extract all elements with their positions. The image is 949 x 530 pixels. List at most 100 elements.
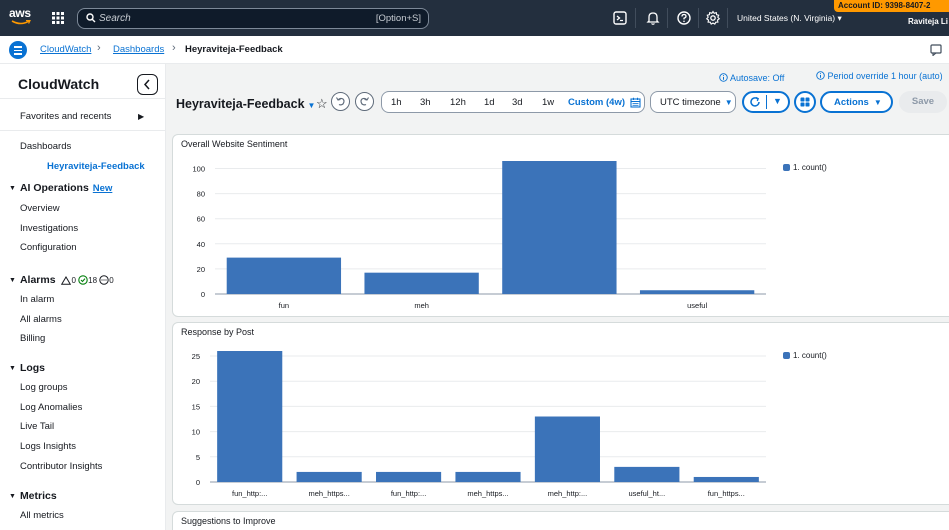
sidebar-section-alarms[interactable]: ▼ Alarms 0 18 0: [9, 274, 114, 286]
y-tick-label: 0: [201, 290, 205, 299]
dashboard-title-dropdown[interactable]: Heyraviteja-Feedback ▼: [176, 97, 315, 111]
legend-label: 1. count(): [793, 351, 827, 360]
autosave-label: Autosave: Off: [730, 73, 785, 83]
widget-title: Overall Website Sentiment: [181, 139, 288, 149]
aws-smile-icon: [11, 20, 31, 25]
sidebar-item-live-tail[interactable]: Live Tail: [20, 421, 55, 432]
search-icon: [86, 13, 96, 23]
warning-triangle-icon: [61, 276, 72, 285]
widget-suggestions-to-improve[interactable]: Suggestions to Improve: [172, 511, 949, 530]
side-menu-toggle-icon[interactable]: [9, 41, 27, 59]
bar[interactable]: [217, 351, 283, 482]
sidebar-item-all-alarms[interactable]: All alarms: [20, 314, 62, 325]
search-input[interactable]: Search [Option+S]: [77, 8, 429, 29]
period-override-label: Period override 1 hour (auto): [827, 71, 943, 81]
sidebar-item-log-anomalies[interactable]: Log Anomalies: [20, 402, 83, 413]
save-button[interactable]: Save: [899, 91, 947, 113]
collapse-sidebar-button[interactable]: [137, 74, 158, 95]
sidebar-title: CloudWatch: [18, 76, 100, 92]
bar[interactable]: [693, 476, 759, 482]
info-icon: [719, 73, 728, 82]
search-shortcut: [Option+S]: [375, 13, 421, 24]
insufficient-data-icon: [99, 275, 109, 285]
bar[interactable]: [614, 466, 680, 482]
bar[interactable]: [502, 161, 617, 294]
sidebar-item-all-metrics[interactable]: All metrics: [20, 510, 64, 521]
sidebar-item-overview[interactable]: Overview: [20, 203, 60, 214]
timezone-dropdown[interactable]: UTC timezone ▼: [650, 91, 736, 113]
autosave-toggle[interactable]: Autosave: Off: [719, 73, 784, 83]
sidebar-item-billing[interactable]: Billing: [20, 333, 46, 344]
sidebar-item-log-groups[interactable]: Log groups: [20, 382, 68, 393]
sidebar-item-configuration[interactable]: Configuration: [20, 242, 77, 253]
top-navigation-bar: aws Search [Option+S] United States (N. …: [0, 0, 949, 36]
y-tick-label: 40: [197, 240, 205, 249]
breadcrumb-dashboards[interactable]: Dashboards: [113, 44, 165, 55]
cloudshell-icon[interactable]: [612, 10, 628, 26]
time-range-12h[interactable]: 12h: [450, 97, 466, 108]
account-menu[interactable]: Raviteja Li: [908, 17, 949, 26]
x-tick-label: fun_https...: [708, 489, 745, 498]
chart-legend[interactable]: 1. count(): [783, 351, 827, 360]
divider: [766, 95, 767, 109]
x-tick-label: meh_https...: [309, 489, 350, 498]
time-range-1w[interactable]: 1w: [542, 97, 555, 108]
bar[interactable]: [639, 290, 755, 294]
chart-legend[interactable]: 1. count(): [783, 163, 827, 172]
widget-overall-website-sentiment[interactable]: Overall Website Sentiment 0 20 40 60 80 100 fu…: [172, 134, 949, 317]
sidebar-section-logs[interactable]: ▼ Logs: [9, 362, 45, 374]
y-tick-label: 60: [197, 215, 205, 224]
sidebar-item-favorites[interactable]: Favorites and recents: [20, 111, 112, 122]
refresh-options-caret-icon[interactable]: ▼: [773, 96, 782, 106]
actions-dropdown[interactable]: Actions ▼: [820, 91, 893, 113]
notifications-bell-icon[interactable]: [645, 10, 661, 26]
sidebar-item-investigations[interactable]: Investigations: [20, 223, 79, 234]
y-tick-label: 20: [192, 377, 200, 386]
bar[interactable]: [364, 272, 479, 294]
topbar-divider: [727, 8, 728, 28]
refresh-button[interactable]: ▼: [742, 91, 790, 113]
sidebar-section-metrics[interactable]: ▼ Metrics: [9, 490, 57, 502]
undo-button[interactable]: [331, 92, 350, 111]
services-grid-icon[interactable]: [50, 10, 66, 26]
sidebar-item-in-alarm[interactable]: In alarm: [20, 294, 55, 305]
chevron-right-icon: ›: [97, 42, 101, 54]
new-badge[interactable]: New: [92, 183, 113, 194]
sidebar-item-contributor-insights[interactable]: Contributor Insights: [20, 461, 103, 472]
info-icon: [816, 71, 825, 80]
bar[interactable]: [226, 257, 342, 294]
time-range-1d[interactable]: 1d: [484, 97, 495, 108]
y-tick-label: 20: [197, 265, 205, 274]
time-range-custom[interactable]: Custom (4w): [568, 97, 625, 108]
sidebar-item-active-dashboard[interactable]: Heyraviteja-Feedback: [47, 161, 145, 172]
bar[interactable]: [455, 471, 521, 482]
sidebar-item-logs-insights[interactable]: Logs Insights: [20, 441, 76, 452]
bar[interactable]: [296, 471, 362, 482]
redo-button[interactable]: [355, 92, 374, 111]
breadcrumb-cloudwatch[interactable]: CloudWatch: [40, 44, 92, 55]
help-icon[interactable]: [676, 10, 692, 26]
bar[interactable]: [376, 471, 442, 482]
region-label: United States (N. Virginia): [737, 13, 836, 23]
add-widget-button[interactable]: [794, 91, 816, 113]
caret-down-icon: ▼: [873, 98, 882, 107]
sidebar-item-dashboards[interactable]: Dashboards: [20, 141, 72, 152]
caret-right-icon[interactable]: ▶: [138, 112, 145, 121]
y-tick-label: 80: [197, 190, 205, 199]
chevron-right-icon: ›: [172, 42, 176, 54]
sidebar-section-ai-operations[interactable]: ▼ AI Operations New: [9, 182, 112, 194]
time-range-3h[interactable]: 3h: [420, 97, 431, 108]
x-tick-label: meh_http:...: [548, 489, 588, 498]
calendar-icon[interactable]: [630, 97, 641, 108]
widget-response-by-post[interactable]: Response by Post 0 5 10 15 20 25 fun_http:... m…: [172, 322, 949, 505]
settings-gear-icon[interactable]: [705, 10, 721, 26]
time-range-3d[interactable]: 3d: [512, 97, 523, 108]
aws-logo[interactable]: aws: [9, 7, 35, 27]
time-range-1h[interactable]: 1h: [391, 97, 402, 108]
caret-down-icon: ▼: [9, 493, 16, 500]
favorite-star-icon[interactable]: ☆: [316, 96, 328, 111]
feedback-icon[interactable]: [930, 44, 942, 56]
bar[interactable]: [534, 416, 600, 483]
period-override[interactable]: Period override 1 hour (auto): [816, 71, 943, 81]
region-selector[interactable]: United States (N. Virginia) ▾: [737, 13, 842, 24]
